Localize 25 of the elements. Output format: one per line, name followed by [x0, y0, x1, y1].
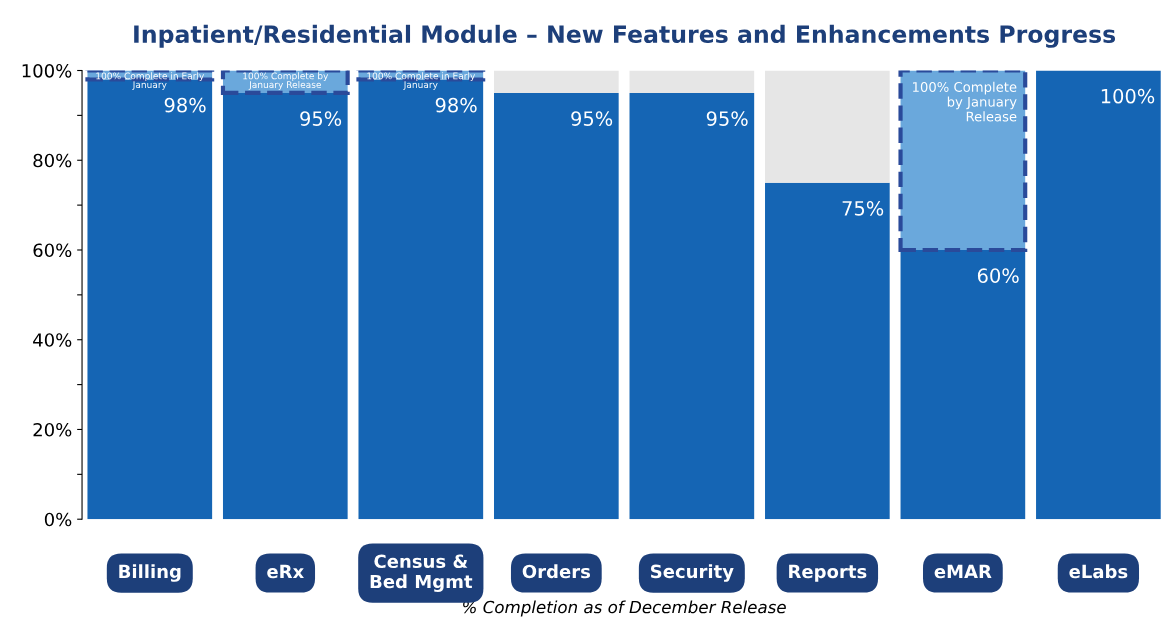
- annotation: 100% Complete by January Release: [913, 81, 1017, 122]
- y-tick-label: 80%: [33, 153, 72, 168]
- data-label: 60%: [977, 268, 1019, 283]
- x-tick-label: Census & Bed Mgmt: [370, 554, 473, 592]
- data-label: 98%: [164, 97, 206, 113]
- chart-title: Inpatient/Residential Module – New Features and Enhancements Progress: [134, 24, 1116, 48]
- x-tick-label: Security: [650, 564, 734, 582]
- data-label: 75%: [842, 200, 884, 216]
- x-tick-label: Reports: [789, 564, 867, 582]
- data-label: 95%: [571, 111, 613, 126]
- annotation: 100% Complete by January Release: [243, 72, 329, 90]
- y-tick-label: 20%: [33, 422, 72, 437]
- x-tick-label: eRx: [267, 564, 304, 579]
- data-label: 95%: [300, 111, 342, 126]
- y-tick-label: 40%: [33, 333, 72, 347]
- x-tick-label: eLabs: [1069, 564, 1128, 579]
- x-tick-label: eMAR: [934, 564, 992, 579]
- x-tick-label: Billing: [119, 564, 181, 582]
- data-label: 100%: [1101, 88, 1155, 104]
- y-tick-label: 60%: [33, 243, 72, 258]
- y-tick-label: 100%: [22, 63, 72, 78]
- x-tick-label: Orders: [522, 564, 591, 579]
- data-label: 98%: [435, 97, 477, 113]
- y-tick-label: 0%: [44, 512, 72, 527]
- data-label: 95%: [706, 111, 748, 126]
